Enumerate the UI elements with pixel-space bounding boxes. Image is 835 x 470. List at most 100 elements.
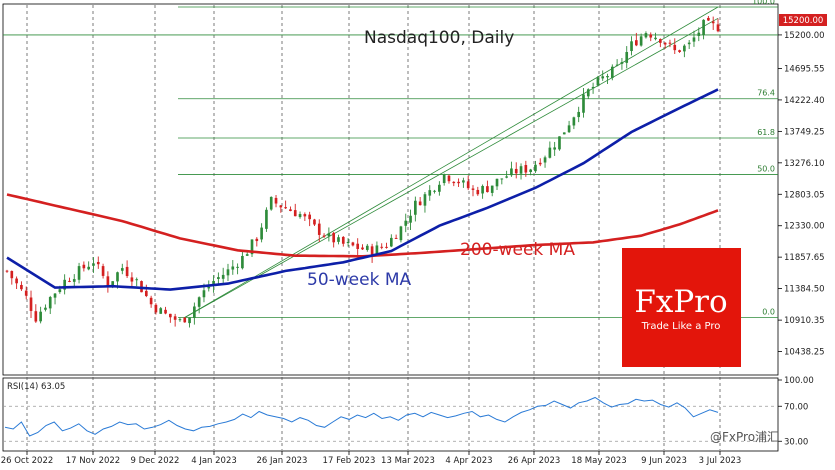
rsi-y-tick-label: 100.00 bbox=[784, 376, 814, 386]
candle-body bbox=[591, 86, 595, 89]
candle-body bbox=[471, 188, 475, 190]
x-tick-label: 26 Jan 2023 bbox=[257, 456, 308, 466]
y-tick-label: 13276.10 bbox=[784, 159, 825, 169]
candle-body bbox=[428, 190, 432, 196]
x-tick-label: 26 Oct 2022 bbox=[1, 456, 54, 466]
candle-body bbox=[466, 181, 470, 189]
candle-body bbox=[332, 232, 336, 243]
candle-body bbox=[543, 157, 547, 163]
candle-body bbox=[606, 76, 609, 78]
candle-body bbox=[389, 237, 393, 247]
logo-box bbox=[622, 248, 741, 367]
candle-body bbox=[221, 274, 225, 279]
candle-body bbox=[582, 94, 585, 113]
moving-averages bbox=[6, 88, 719, 291]
ma-200-label: 200-week MA bbox=[460, 240, 575, 260]
candle-body bbox=[351, 242, 355, 246]
candle-body bbox=[255, 238, 259, 242]
candle-body bbox=[63, 279, 66, 290]
y-tick-label: 12330.00 bbox=[784, 222, 825, 232]
candle-body bbox=[241, 255, 244, 269]
logo-brand: FxPro bbox=[634, 284, 727, 320]
rsi-panel: 100.00 70.00 30.00 bbox=[3, 376, 814, 447]
candle-body bbox=[356, 243, 360, 249]
candle-body bbox=[418, 201, 422, 206]
candle-body bbox=[269, 196, 273, 210]
y-tick-label: 11384.50 bbox=[784, 285, 825, 295]
candle-body bbox=[58, 289, 62, 293]
candle-body bbox=[668, 42, 672, 44]
candle-body bbox=[529, 169, 532, 172]
candle-body bbox=[154, 304, 158, 313]
candle-body bbox=[414, 200, 417, 215]
candle-body bbox=[29, 297, 33, 311]
candle-body bbox=[481, 185, 484, 194]
y-tick-label: 11857.65 bbox=[784, 253, 825, 263]
candle-body bbox=[385, 246, 388, 248]
candle-body bbox=[534, 164, 537, 172]
x-tick-label: 18 May 2023 bbox=[571, 456, 626, 466]
candle-body bbox=[370, 246, 374, 256]
ma-50-label: 50-week MA bbox=[307, 270, 412, 290]
candle-body bbox=[553, 147, 556, 150]
candle-body bbox=[423, 194, 427, 206]
candle-body bbox=[687, 42, 691, 45]
candle-body bbox=[279, 205, 283, 208]
candle-body bbox=[327, 233, 331, 237]
candle-body bbox=[433, 190, 436, 192]
candle-body bbox=[558, 136, 561, 150]
ma-50-line bbox=[6, 88, 719, 291]
candle-body bbox=[173, 316, 177, 320]
candle-body bbox=[197, 297, 201, 307]
candle-body bbox=[654, 37, 657, 40]
candle-body bbox=[250, 239, 254, 255]
candle-body bbox=[313, 219, 316, 225]
candle-body bbox=[625, 51, 629, 63]
candle-body bbox=[702, 19, 705, 35]
candle-body bbox=[519, 166, 523, 174]
candle-body bbox=[217, 277, 220, 279]
x-tick-label: 13 Mar 2023 bbox=[381, 456, 435, 466]
candle-body bbox=[116, 272, 119, 282]
price-tag-bg bbox=[779, 14, 827, 26]
candle-body bbox=[48, 297, 52, 309]
candle-body bbox=[505, 176, 508, 178]
candle-body bbox=[707, 17, 710, 21]
candle-body bbox=[212, 280, 215, 287]
rsi-line bbox=[4, 396, 719, 437]
candle-body bbox=[53, 293, 57, 298]
candle-body bbox=[635, 40, 638, 46]
candle-body bbox=[231, 266, 235, 270]
candle-body bbox=[260, 227, 263, 240]
candle-body bbox=[317, 223, 321, 235]
candle-body bbox=[96, 261, 100, 265]
candle-body bbox=[601, 76, 605, 79]
price-axis: 15200.00 14695.55 14222.40 13749.25 13276.10… bbox=[778, 31, 825, 358]
candle-body bbox=[630, 41, 633, 52]
candle-body bbox=[361, 247, 364, 250]
y-tick-label: 14222.40 bbox=[784, 96, 825, 106]
candle-body bbox=[159, 308, 163, 314]
candle-body bbox=[716, 24, 720, 32]
candle-body bbox=[236, 266, 239, 268]
candle-body bbox=[663, 42, 667, 45]
chart-title: Nasdaq100, Daily bbox=[364, 28, 514, 48]
candle-body bbox=[678, 50, 681, 53]
candle-body bbox=[514, 168, 518, 174]
candle-body bbox=[226, 269, 230, 276]
candle-body bbox=[548, 147, 552, 158]
price-tag: 15200.00 bbox=[783, 16, 824, 26]
candle-body bbox=[457, 181, 460, 184]
candle-body bbox=[438, 184, 441, 192]
candle-body bbox=[404, 220, 408, 226]
logo-tagline: Trade Like a Pro bbox=[641, 321, 721, 332]
fib-level-label: 50.0 bbox=[757, 165, 775, 174]
candle-body bbox=[125, 266, 129, 277]
candle-body bbox=[562, 132, 566, 135]
candle-body bbox=[245, 254, 249, 256]
candle-body bbox=[72, 279, 76, 282]
vertical-gridlines bbox=[26, 5, 721, 450]
fibonacci-levels: 100.0 76.4 61.8 50.0 0.0 bbox=[3, 0, 778, 318]
candle-body bbox=[44, 307, 47, 310]
candle-body bbox=[169, 313, 172, 318]
